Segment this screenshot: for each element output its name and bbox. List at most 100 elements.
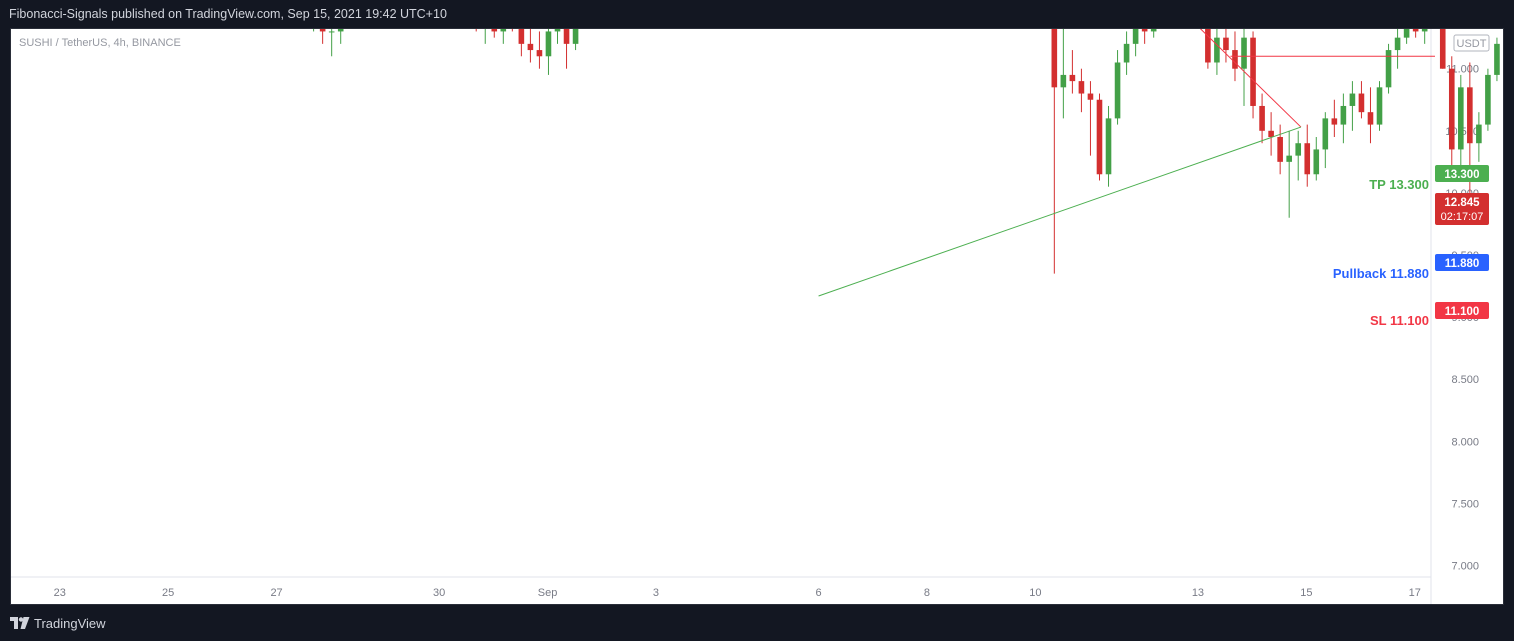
candle-body (1313, 149, 1320, 175)
candle-body (1476, 124, 1482, 144)
candle-body (1096, 99, 1103, 175)
level-labels: TP 13.300 Pullback 11.880 SL 11.100 (1333, 177, 1429, 328)
candle-body (536, 50, 543, 57)
currency-label: USDT (1457, 38, 1487, 50)
candle-body (572, 0, 579, 44)
candle-body (1448, 68, 1455, 150)
time-tick-label: 8 (924, 587, 930, 599)
candle-body (1232, 50, 1238, 69)
price-tick-label: 8.000 (1451, 436, 1479, 448)
candle-body (500, 0, 507, 32)
candle-body (545, 31, 552, 57)
candle-body (1286, 155, 1292, 162)
candle-body (1078, 81, 1085, 94)
candle-body (518, 6, 525, 44)
candle-body (1105, 118, 1112, 175)
candle-body (1358, 93, 1365, 113)
candle-body (328, 31, 335, 33)
price-tick-label: 8.500 (1451, 374, 1479, 386)
footer-brand: TradingView (34, 615, 106, 631)
sl-price-text: 11.100 (1445, 306, 1480, 318)
candle-body (1412, 12, 1419, 32)
candle-body (1132, 19, 1139, 44)
candle-body (1367, 112, 1374, 125)
current-price-badge (1435, 193, 1489, 225)
time-tick-label: 25 (162, 587, 174, 599)
time-tick-label: 10 (1029, 587, 1041, 599)
currency-button[interactable] (1453, 34, 1490, 52)
candle-body (1259, 105, 1265, 131)
candle-body (319, 0, 326, 32)
candle-body (337, 0, 344, 32)
tradingview-logo-icon (10, 617, 30, 629)
candle-body (1421, 0, 1428, 32)
candle-body (1467, 87, 1473, 144)
tp-price-badge (1435, 165, 1489, 182)
candle-body (1051, 0, 1058, 88)
candle-body (563, 12, 570, 44)
pullback-price-text: 11.880 (1445, 258, 1480, 270)
time-tick-label: 27 (270, 587, 282, 599)
support-trendline (818, 126, 1302, 297)
publish-header: Fibonacci-Signals published on TradingVi… (9, 7, 447, 21)
candle-body (1349, 93, 1356, 106)
candle-body (1087, 93, 1094, 100)
price-chart[interactable]: 15.50015.00014.50014.00013.50013.00012.5… (11, 0, 1514, 604)
candle-body (1494, 43, 1500, 75)
candle-body (1223, 37, 1229, 51)
candle-body (1114, 62, 1121, 119)
candle-body (1485, 74, 1491, 125)
candle-body (1439, 0, 1446, 69)
symbol-title: SUSHI / TetherUS, 4h, BINANCE (19, 37, 181, 49)
candle-body (1322, 118, 1329, 150)
countdown-text: 02:17:07 (1441, 211, 1484, 223)
price-tick-label: 7.000 (1451, 561, 1479, 573)
time-tick-label: 6 (815, 587, 821, 599)
candle-body (1394, 37, 1401, 51)
pullback-label: Pullback 11.880 (1333, 266, 1429, 281)
candle-body (554, 12, 561, 32)
sl-price-badge (1435, 302, 1489, 319)
candle-body (1340, 105, 1347, 125)
drawings (818, 0, 1435, 297)
current-price-text: 12.845 (1444, 197, 1480, 209)
time-tick-label: 15 (1300, 587, 1312, 599)
candle-body (1205, 19, 1211, 63)
price-tick-label: 7.500 (1451, 498, 1479, 510)
resistance-trendline (1170, 0, 1302, 128)
candle-body (1060, 74, 1067, 88)
candle-body (1214, 37, 1220, 63)
price-badges: 13.300 12.845 02:17:07 11.880 11.100 (1435, 165, 1489, 319)
time-tick-label: 3 (653, 587, 659, 599)
chart-frame[interactable]: 15.50015.00014.50014.00013.50013.00012.5… (10, 0, 1514, 605)
tp-price-text: 13.300 (1444, 169, 1479, 181)
time-tick-label: 23 (54, 587, 66, 599)
time-tick-label: 13 (1192, 587, 1204, 599)
candle-body (1403, 12, 1410, 38)
candle-body (1141, 19, 1148, 32)
time-axis[interactable]: 23 25 27 30 Sep 3 6 8 10 13 15 17 (54, 587, 1421, 599)
candle-body (1458, 87, 1464, 150)
candle-body (491, 12, 498, 32)
price-tick-label: 11.000 (1446, 64, 1479, 76)
candle-body (1123, 43, 1130, 63)
footer-bar: TradingView (0, 605, 1514, 641)
pullback-price-badge (1435, 254, 1489, 271)
candle-body (1069, 74, 1076, 82)
candle-body (1295, 143, 1302, 156)
time-tick-label: 17 (1409, 587, 1421, 599)
candle-body (1268, 130, 1274, 138)
candle-body (1376, 87, 1383, 125)
candle-body (1277, 137, 1283, 162)
time-tick-label: Sep (538, 587, 558, 599)
candle-body (1304, 143, 1311, 175)
tp-label: TP 13.300 (1369, 177, 1429, 192)
sl-label: SL 11.100 (1370, 313, 1429, 328)
chart-background (11, 29, 1503, 604)
candle-body (1250, 37, 1256, 106)
candle-body (1385, 50, 1392, 88)
candle-body (1241, 37, 1247, 69)
candle-body (1331, 118, 1338, 125)
time-tick-label: 30 (433, 587, 445, 599)
candle-body (1150, 12, 1157, 32)
